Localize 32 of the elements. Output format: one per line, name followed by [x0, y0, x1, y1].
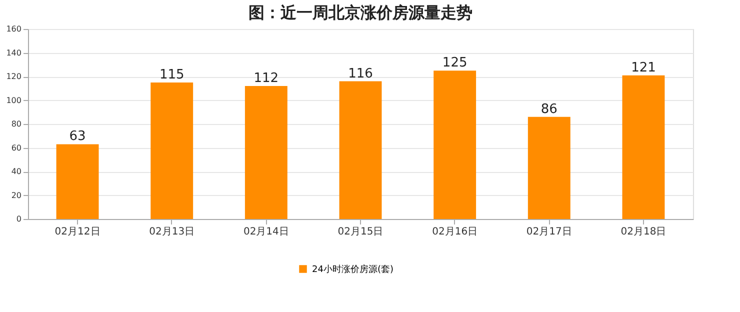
y-tick-label: 140 — [6, 48, 22, 58]
x-tick-label: 02月15日 — [338, 226, 384, 238]
y-tick-label: 60 — [11, 143, 22, 152]
y-tick-label: 0 — [16, 214, 22, 224]
y-tick-label: 160 — [6, 24, 22, 34]
bar — [339, 81, 382, 219]
x-tick-label: 02月17日 — [526, 226, 572, 238]
data-label: 115 — [159, 67, 184, 82]
bar — [244, 86, 288, 219]
x-tick-label: 02月16日 — [432, 226, 478, 238]
y-tick-label: 100 — [6, 96, 22, 105]
bar — [150, 82, 194, 219]
y-tick-label: 20 — [11, 190, 22, 200]
x-tick-label: 02月13日 — [149, 226, 195, 238]
y-tick-label: 40 — [11, 167, 22, 176]
data-label: 63 — [69, 129, 86, 144]
bar — [434, 70, 476, 219]
x-tick-label: 02月14日 — [243, 226, 289, 238]
y-tick-label: 80 — [11, 120, 22, 128]
bar — [56, 144, 99, 219]
x-tick-label: 02月12日 — [54, 226, 100, 238]
legend-label: 24小时涨价房源(套) — [312, 264, 394, 275]
x-tick-label: 02月18日 — [620, 226, 666, 238]
bar — [528, 116, 570, 219]
y-tick-label: 120 — [6, 72, 22, 81]
data-label: 112 — [254, 71, 279, 86]
data-label: 116 — [348, 66, 373, 82]
bar — [622, 75, 665, 219]
data-label: 125 — [442, 56, 468, 71]
data-label: 121 — [631, 60, 656, 76]
chart-title: 图：近一周北京涨价房源量走势 — [248, 3, 472, 22]
data-label: 86 — [540, 102, 558, 117]
